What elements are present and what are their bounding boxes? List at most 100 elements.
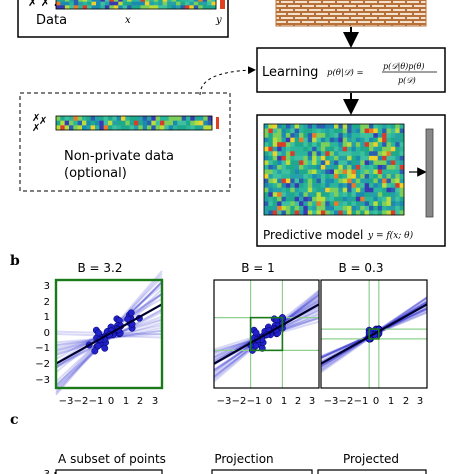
heatmap-cell (307, 128, 313, 134)
clip-box (368, 328, 380, 340)
heatmap-cell (181, 116, 187, 121)
heatmap-cell (351, 124, 357, 129)
heatmap-cell (272, 210, 278, 216)
heatmap-cell (338, 151, 344, 157)
heatmap-cell (399, 155, 405, 161)
heatmap-cell (272, 205, 278, 211)
y-tick: 2 (44, 297, 50, 308)
heatmap-cell (211, 0, 217, 2)
heatmap-cell (351, 210, 357, 216)
heatmap-cell (382, 169, 387, 175)
heatmap-cell (64, 0, 70, 2)
heatmap-cell (355, 187, 361, 193)
heatmap-cell (399, 192, 405, 198)
heatmap-cell (129, 116, 135, 121)
y-symbol: y (215, 15, 222, 26)
heatmap-cell (125, 120, 130, 126)
heatmap-cell (303, 164, 309, 170)
heatmap-cell (334, 192, 339, 198)
heatmap-cell (369, 174, 374, 179)
heatmap-cell (355, 146, 361, 152)
heatmap-cell (355, 160, 361, 166)
heatmap-cell (264, 196, 269, 202)
heatmap-cell (113, 5, 119, 10)
x-tick-labels-b2: −3 −2 −1 0 1 2 3 (217, 396, 316, 407)
heatmap-cell (294, 187, 300, 193)
heatmap-cell (264, 201, 269, 207)
heatmap-cell (303, 142, 309, 148)
heatmap-cell (294, 183, 300, 188)
heatmap-cell (207, 125, 213, 131)
heatmap-cell (290, 133, 295, 138)
heatmap-cell (334, 146, 339, 152)
heatmap-cell (281, 142, 287, 148)
x-tick: 1 (388, 396, 394, 407)
heatmap-cell (281, 164, 287, 170)
heatmap-cell (147, 116, 152, 121)
heatmap-cell (320, 210, 326, 216)
heatmap-cell (355, 128, 361, 134)
heatmap-cell (312, 192, 317, 198)
heatmap-cell (360, 128, 365, 134)
heatmap-cell (64, 5, 70, 10)
heatmap-cell (194, 120, 200, 126)
heatmap-cell (155, 125, 161, 131)
heatmap-cell (382, 137, 387, 143)
heatmap-cell (342, 210, 348, 216)
heatmap-cell (268, 187, 274, 193)
heatmap-cell (316, 164, 322, 170)
heatmap-cell (390, 183, 396, 188)
heatmap-cell (325, 133, 330, 138)
scatter-plot-b2 (213, 279, 320, 389)
x-tick: −3 (324, 396, 339, 407)
heatmap-cell (399, 210, 405, 216)
heatmap-cell (103, 116, 109, 121)
heatmap-cell (104, 5, 110, 10)
heatmap-cell (325, 169, 330, 175)
heatmap-cell (299, 192, 304, 198)
heatmap-cell (294, 192, 300, 198)
heatmap-cell (373, 205, 379, 211)
heatmap-cell (342, 128, 348, 134)
heatmap-cell (299, 210, 304, 216)
heatmap-cell (347, 124, 352, 129)
heatmap-cell (307, 169, 313, 175)
heatmap-cell (281, 133, 287, 138)
heatmap-cell (395, 133, 400, 138)
heatmap-cell (312, 201, 317, 207)
heatmap-cell (272, 151, 278, 157)
heatmap-cell (167, 0, 172, 2)
heatmap-cell (386, 142, 392, 148)
heatmap-cell (351, 128, 357, 134)
y-tick: 0 (44, 328, 50, 339)
heatmap-cell (64, 1, 70, 6)
heatmap-cell (382, 146, 387, 152)
heatmap-cell (299, 137, 304, 143)
heatmap-cell (369, 133, 374, 138)
heatmap-cell (268, 205, 274, 211)
heatmap-cell (382, 210, 387, 216)
heatmap-cell (173, 125, 178, 131)
heatmap-cell (351, 205, 357, 211)
heatmap-cell (268, 128, 274, 134)
heatmap-cell (285, 169, 291, 175)
heatmap-cell (299, 201, 304, 207)
heatmap-cell (69, 5, 75, 10)
heatmap-cell (355, 155, 361, 161)
heatmap-cell (382, 187, 387, 193)
heatmap-cell (390, 174, 396, 179)
heatmap-cell (277, 164, 282, 170)
heatmap-cell (122, 5, 128, 10)
heatmap-cell (277, 160, 282, 166)
heatmap-cell (338, 192, 344, 198)
heatmap-cell (377, 146, 383, 152)
heatmap-cell (382, 164, 387, 170)
heatmap-cell (390, 160, 396, 166)
heatmap-cell (395, 169, 400, 175)
predictive-model-box: Predictive model y = f(x; θ) (256, 114, 446, 247)
heatmap-cell (399, 160, 405, 166)
heatmap-cell (91, 0, 97, 2)
heatmap-cell (342, 174, 348, 179)
heatmap-cell (342, 183, 348, 188)
heatmap-cell (382, 124, 387, 129)
